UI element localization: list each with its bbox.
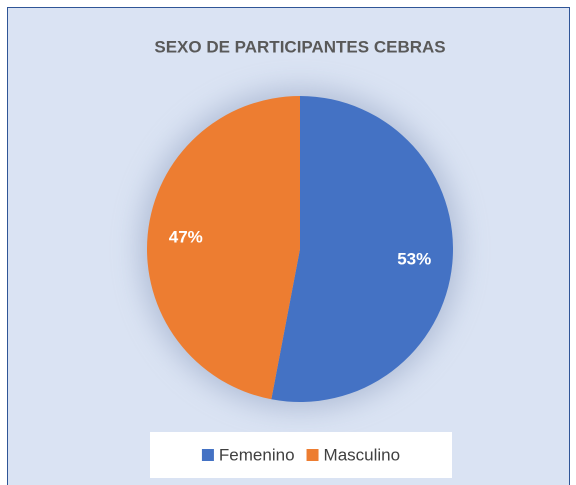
data-label: 47% <box>169 228 203 247</box>
legend-box <box>150 432 452 478</box>
legend-label: Femenino <box>219 445 295 464</box>
legend-swatch <box>201 449 214 461</box>
data-label: 53% <box>397 249 431 268</box>
pie-slice <box>271 96 453 402</box>
legend-swatch <box>306 449 319 461</box>
pie-slice <box>146 96 300 400</box>
chart-title: SEXO DE PARTICIPANTES CEBRAS <box>154 37 445 56</box>
legend-label: Masculino <box>324 445 401 464</box>
